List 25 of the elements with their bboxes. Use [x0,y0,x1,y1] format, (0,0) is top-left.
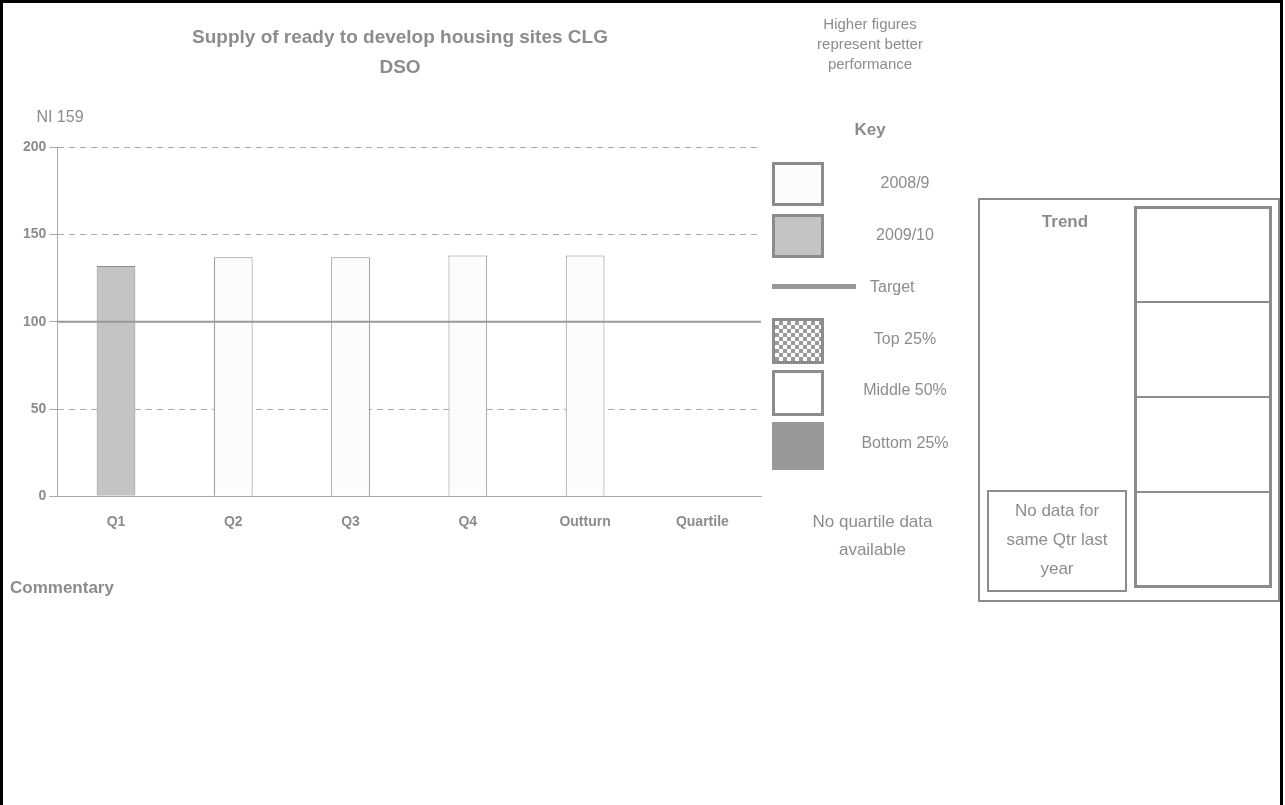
text: NI 159 [35,108,85,126]
text: Trend [1040,212,1090,232]
x-tick-label: Q1 [106,513,126,530]
y-tick-label: 50 [30,399,47,416]
text: 2009/10 [875,226,935,244]
x-tick-label: Quartile [675,513,730,530]
x-tick-label: Q2 [223,513,243,530]
y-tick-label: 200 [23,138,47,155]
x-tick-label: Q3 [341,513,361,530]
text: Commentary [10,578,114,598]
x-tick-label: Q4 [458,513,478,530]
text: Target [870,278,915,296]
y-tick-label: 100 [23,312,47,329]
y-tick-label: 0 [38,487,47,504]
text: Middle 50% [862,381,948,399]
text: No quartile data available [811,511,934,561]
text: 2008/9 [879,174,931,192]
text: Bottom 25% [860,434,950,452]
text: Higher figures represent better performance [816,14,924,74]
legend-title: Key [853,120,887,140]
chart-title: Supply of ready to develop housing sites CLG DSO [191,25,609,79]
text: No data for same Qtr last year [987,490,1127,592]
y-tick-label: 150 [23,225,47,242]
x-tick-label: Outturn [559,513,611,530]
text: Top 25% [872,330,938,348]
